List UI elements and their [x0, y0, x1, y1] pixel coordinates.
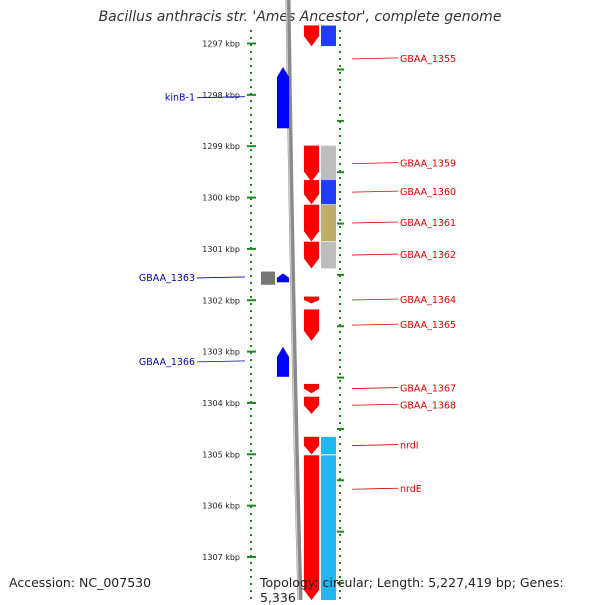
kbp-label: 1299 kbp [202, 142, 240, 151]
topology-text: Topology: circular; Length: 5,227,419 bp… [260, 575, 564, 605]
gene-label-gbaa-1364: GBAA_1364 [400, 295, 456, 306]
gene-arrow-gbaa-1359 [303, 145, 320, 183]
kbp-label: 1306 kbp [202, 502, 240, 511]
gene-arrow-gbaa-1362 [303, 241, 320, 269]
gene-label-kinb-1: kinB-1 [165, 93, 195, 104]
gene-layer [261, 25, 336, 600]
kbp-label: 1302 kbp [202, 296, 240, 305]
gene-arrow-gbaa-1364 [303, 296, 320, 304]
gene-label-gbaa-1359: GBAA_1359 [400, 159, 456, 170]
gene-arrow-gbaa-1361 [303, 204, 320, 242]
kbp-label: 1300 kbp [202, 194, 240, 203]
kbp-label: 1298 kbp [202, 91, 240, 100]
leader-gbaa-1363 [196, 276, 246, 279]
gene-label-gbaa-1361: GBAA_1361 [400, 218, 456, 229]
leader-nrdi [351, 444, 399, 446]
gene-label-gbaa-1363: GBAA_1363 [139, 273, 195, 284]
gene-arrow-gbaa-1368 [303, 396, 320, 415]
gene-label-nrde: nrdE [400, 484, 422, 495]
leader-gbaa-1362 [351, 253, 399, 256]
cog-bar-gbaa-1360 [321, 180, 336, 205]
leader-gbaa-1360 [351, 190, 399, 193]
leader-gbaa-1359 [351, 162, 399, 165]
gene-label-gbaa-1367: GBAA_1367 [400, 384, 456, 395]
cog-bar-gbaa-1362 [321, 241, 336, 269]
cog-bar-nrdi [321, 436, 336, 455]
gene-label-gbaa-1365: GBAA_1365 [400, 320, 456, 331]
label-layer: GBAA_1355 kinB-1 GBAA_1359 GBAA_1360 GBAA_13… [139, 54, 456, 495]
leader-gbaa-1366 [196, 360, 246, 363]
gene-arrow-kinb-1 [276, 66, 290, 129]
leader-gbaa-1355 [351, 57, 399, 60]
genome-backbone [285, 0, 303, 600]
leader-gbaa-1368 [351, 403, 399, 406]
cog-bar-gbaa-1359 [321, 145, 336, 182]
leader-gbaa-1365 [351, 323, 399, 326]
leader-gbaa-1364 [351, 298, 399, 301]
gene-arrow-nrde [303, 455, 320, 600]
kbp-label: 1307 kbp [202, 553, 240, 562]
gene-arrow-nrdi [303, 436, 320, 455]
leader-gbaa-1361 [351, 221, 399, 224]
gene-arrow-gbaa-1367 [303, 383, 320, 394]
gene-arrow-gbaa-1363 [276, 273, 290, 283]
cog-bar-gbaa-1361 [321, 204, 336, 242]
kbp-label: 1305 kbp [202, 450, 240, 459]
leader-kinb-1 [196, 96, 246, 99]
leader-nrde [351, 487, 399, 490]
accession-text: Accession: NC_007530 [9, 575, 152, 590]
gene-label-gbaa-1366: GBAA_1366 [139, 357, 195, 368]
map-title: Bacillus anthracis str. 'Ames Ancestor',… [98, 9, 502, 25]
gene-arrow-gbaa-1365 [303, 309, 320, 342]
gene-label-nrdi: nrdI [400, 441, 419, 452]
gene-label-gbaa-1360: GBAA_1360 [400, 187, 456, 198]
gene-arrow-gbaa-1360 [303, 179, 320, 205]
kbp-label: 1303 kbp [202, 348, 240, 357]
kbp-label: 1297 kbp [202, 40, 240, 49]
gene-label-gbaa-1355: GBAA_1355 [400, 54, 456, 65]
gene-label-gbaa-1368: GBAA_1368 [400, 400, 456, 411]
gene-arrow-gbaa-1366 [276, 346, 290, 378]
gene-label-gbaa-1362: GBAA_1362 [400, 250, 456, 261]
gene-arrow-gbaa-1355 [303, 25, 320, 47]
kbp-label: 1304 kbp [202, 399, 240, 408]
gray-feature [261, 271, 275, 285]
cog-bar-gbaa-1355 [321, 25, 336, 47]
tick-layer: 1297 kbp 1298 kbp 1299 kbp 1300 kbp 1301 kbp… [202, 30, 344, 600]
kbp-label: 1301 kbp [202, 245, 240, 254]
leader-gbaa-1367 [351, 387, 399, 389]
cog-bar-nrde [321, 455, 336, 600]
